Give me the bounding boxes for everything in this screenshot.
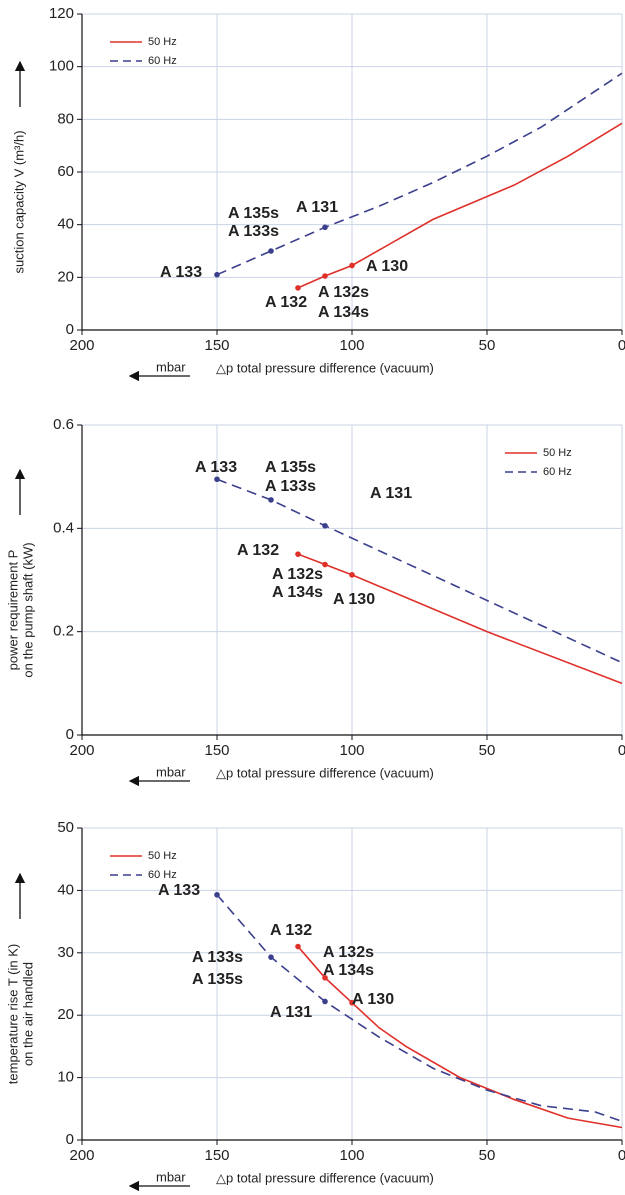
- x-tick-label: 150: [204, 742, 229, 759]
- point-label: A 133s: [265, 478, 316, 495]
- x-tick-label: 100: [339, 337, 364, 354]
- x-tick-label: 0: [618, 1147, 625, 1164]
- y-tick-label: 20: [57, 1006, 74, 1023]
- legend-label: 60 Hz: [543, 466, 572, 478]
- x-tick-label: 0: [618, 337, 625, 354]
- point-label: A 131: [270, 1004, 312, 1021]
- point-label: A 131: [296, 199, 338, 216]
- point: [268, 248, 274, 254]
- point-label: A 133s: [228, 223, 279, 240]
- x-tick-label: 50: [479, 742, 496, 759]
- point: [322, 522, 328, 529]
- point-label: A 132s: [318, 284, 369, 301]
- x-axis-label: △p total pressure difference (vacuum): [216, 765, 434, 780]
- point: [322, 998, 328, 1005]
- point-label: A 134s: [323, 962, 374, 979]
- x-tick-label: 100: [339, 742, 364, 759]
- x-axis-label: △p total pressure difference (vacuum): [216, 360, 434, 375]
- point-label: A 133s: [192, 949, 243, 966]
- y-tick-label: 20: [57, 268, 74, 285]
- line-series: [297, 946, 623, 1129]
- point: [268, 954, 274, 960]
- x-axis-unit: mbar: [156, 359, 186, 374]
- point: [295, 285, 301, 291]
- point: [349, 572, 355, 578]
- point-label: A 132s: [323, 944, 374, 961]
- legend-label: 60 Hz: [148, 55, 177, 67]
- x-tick-label: 200: [69, 337, 94, 354]
- point-label: A 133: [195, 459, 237, 476]
- point-label: A 135s: [192, 971, 243, 988]
- point: [214, 476, 220, 483]
- x-axis-unit: mbar: [156, 764, 186, 779]
- point: [322, 974, 328, 981]
- point-label: A 133: [158, 882, 200, 899]
- y-tick-label: 0.4: [53, 519, 74, 536]
- y-tick-label: 10: [57, 1069, 74, 1086]
- y-axis-label: on the air handled: [20, 962, 35, 1066]
- y-tick-label: 0: [66, 321, 74, 338]
- point-label: A 131: [370, 485, 412, 502]
- point-label: A 135s: [228, 205, 279, 222]
- point: [322, 561, 328, 568]
- point-label: A 130: [333, 591, 375, 608]
- y-tick-label: 30: [57, 944, 74, 961]
- line-series: [216, 72, 623, 276]
- y-tick-label: 0.2: [53, 623, 74, 640]
- y-tick-label: 80: [57, 110, 74, 127]
- y-tick-label: 0: [66, 1131, 74, 1148]
- x-tick-label: 50: [479, 1147, 496, 1164]
- x-tick-label: 200: [69, 1147, 94, 1164]
- point: [349, 262, 355, 269]
- y-tick-label: 60: [57, 163, 74, 180]
- y-tick-label: 100: [49, 58, 74, 75]
- y-axis-label: power requirement P: [5, 550, 20, 671]
- point: [268, 497, 274, 503]
- y-tick-label: 0.6: [53, 416, 74, 433]
- point: [322, 224, 328, 231]
- point: [214, 271, 220, 278]
- y-tick-label: 0: [66, 726, 74, 743]
- point-label: A 134s: [318, 304, 369, 321]
- point-label: A 130: [366, 258, 408, 275]
- line-series: [216, 478, 623, 664]
- y-axis-label: temperature rise T (in K): [5, 944, 20, 1084]
- point-label: A 132: [265, 294, 307, 311]
- point-label: A 132: [270, 922, 312, 939]
- point: [214, 891, 220, 898]
- x-tick-label: 150: [204, 337, 229, 354]
- y-tick-label: 40: [57, 881, 74, 898]
- point: [349, 999, 355, 1006]
- point-label: A 133: [160, 264, 202, 281]
- x-axis-label: △p total pressure difference (vacuum): [216, 1170, 434, 1185]
- line-series: [216, 894, 623, 1123]
- x-tick-label: 0: [618, 742, 625, 759]
- x-tick-label: 150: [204, 1147, 229, 1164]
- point-label: A 135s: [265, 459, 316, 476]
- legend-label: 50 Hz: [543, 447, 572, 459]
- y-tick-label: 50: [57, 819, 74, 836]
- point-label: A 130: [352, 991, 394, 1008]
- y-tick-label: 40: [57, 216, 74, 233]
- x-axis-unit: mbar: [156, 1169, 186, 1184]
- point-label: A 132s: [272, 566, 323, 583]
- legend-label: 50 Hz: [148, 36, 177, 48]
- y-axis-label: on the pump shaft (kW): [20, 542, 35, 677]
- y-axis-label: suction capacity V (m³/h): [11, 130, 26, 273]
- point: [295, 551, 301, 557]
- point-label: A 134s: [272, 584, 323, 601]
- point-label: A 132: [237, 542, 279, 559]
- x-tick-label: 50: [479, 337, 496, 354]
- legend-label: 60 Hz: [148, 869, 177, 881]
- x-tick-label: 200: [69, 742, 94, 759]
- x-tick-label: 100: [339, 1147, 364, 1164]
- point: [295, 943, 301, 950]
- point: [322, 273, 328, 279]
- y-tick-label: 120: [49, 5, 74, 22]
- legend-label: 50 Hz: [148, 850, 177, 862]
